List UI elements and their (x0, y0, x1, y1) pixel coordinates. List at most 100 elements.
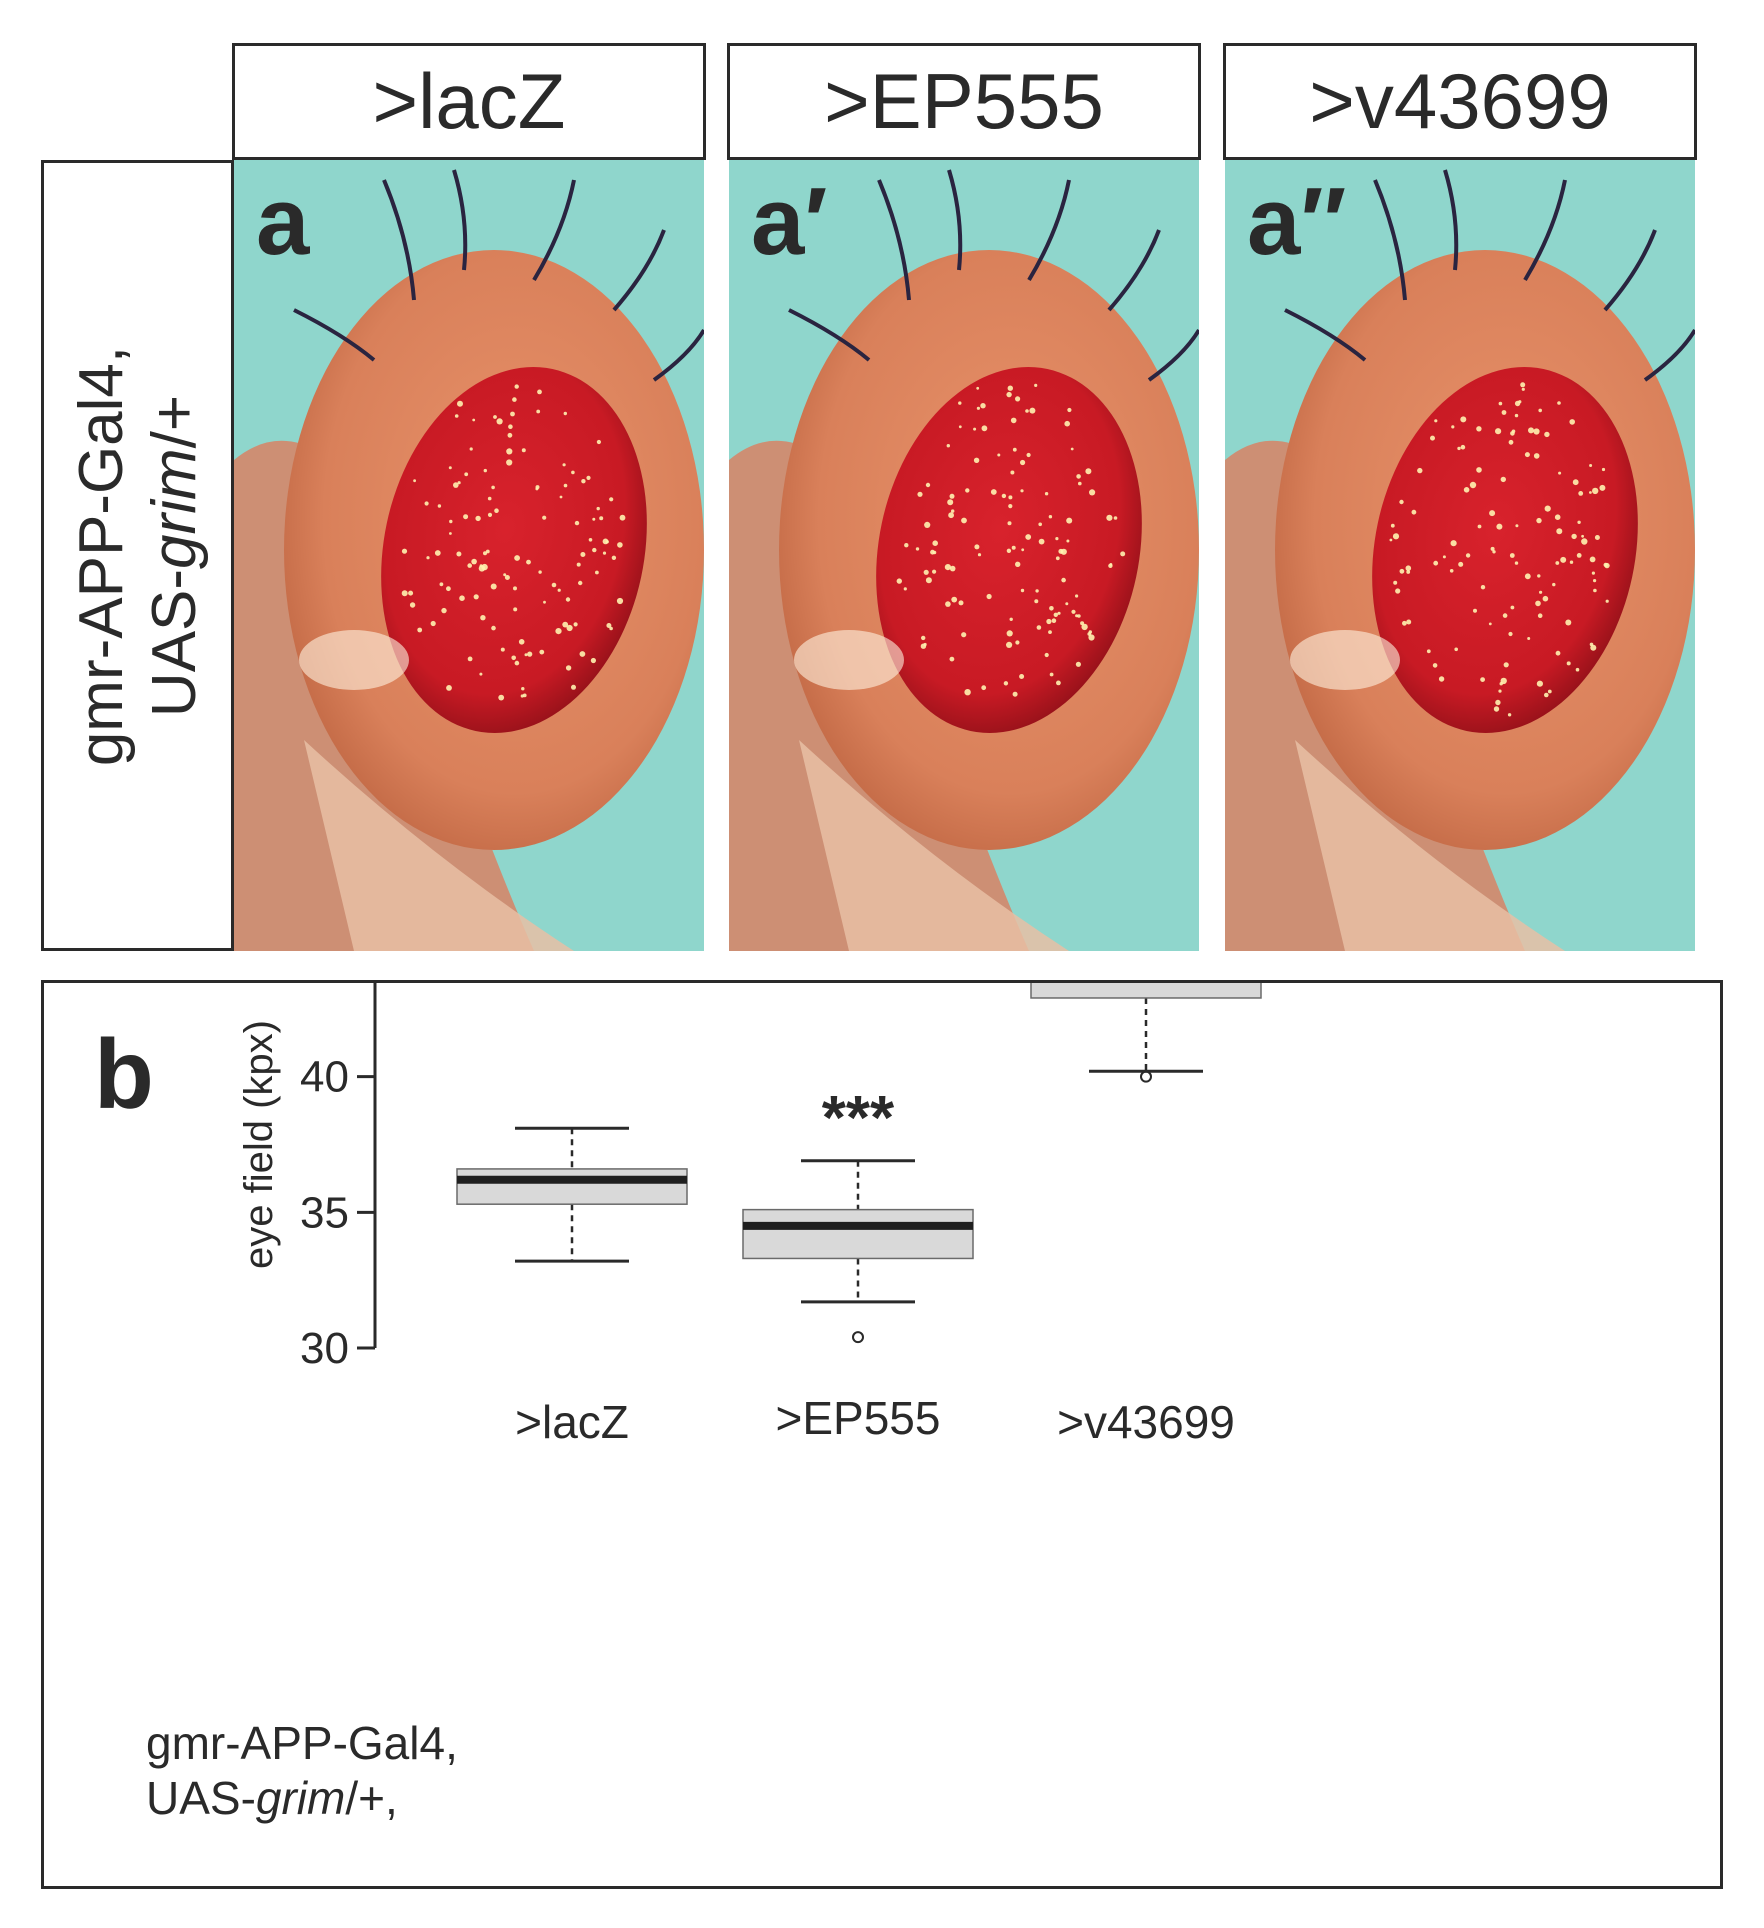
ommatidium-highlight (1536, 680, 1543, 687)
ommatidium-highlight (588, 538, 593, 542)
ommatidium-highlight (1589, 491, 1592, 494)
box-lacz: >lacZ (456, 1126, 688, 1448)
ommatidium-highlight (571, 684, 576, 690)
eye-photo-lacz: a (234, 160, 704, 951)
ommatidium-highlight (469, 447, 473, 451)
x-category-label: >lacZ (515, 1396, 629, 1448)
ommatidium-highlight (1020, 489, 1024, 493)
ommatidium-highlight (964, 689, 971, 696)
ommatidium-highlight (1476, 467, 1482, 473)
y-tick-label: 35 (300, 1188, 349, 1237)
ommatidium-highlight (580, 552, 586, 557)
ommatidium-highlight (1555, 561, 1560, 565)
ommatidium-highlight (1035, 589, 1039, 593)
ommatidium-highlight (535, 485, 540, 490)
ommatidium-highlight (493, 415, 497, 419)
ommatidium-highlight (980, 403, 986, 409)
ommatidium-highlight (1492, 550, 1496, 554)
ommatidium-highlight (1006, 630, 1013, 637)
ommatidium-highlight (522, 693, 527, 698)
ommatidium-highlight (1510, 605, 1515, 610)
ommatidium-highlight (1008, 504, 1013, 509)
outlier-point (852, 1331, 864, 1344)
ommatidium-highlight (1011, 545, 1016, 550)
ommatidium-highlight (1025, 534, 1032, 540)
ommatidium-highlight (946, 444, 950, 448)
ommatidium-highlight (1569, 419, 1575, 425)
ommatidium-highlight (457, 481, 461, 485)
ommatidium-highlight (1406, 619, 1412, 625)
ommatidium-highlight (596, 506, 600, 511)
ommatidium-highlight (1605, 599, 1609, 603)
ommatidium-highlight (1442, 555, 1446, 559)
ommatidium-highlight (441, 607, 447, 614)
ommatidium-highlight (1038, 522, 1042, 527)
panel-letter-a: a (256, 168, 310, 275)
ommatidium-highlight (592, 547, 597, 553)
ommatidium-highlight (526, 559, 531, 565)
ommatidium-highlight (1389, 538, 1393, 542)
ommatidium-highlight (1535, 600, 1541, 607)
ommatidium-highlight (1576, 553, 1582, 558)
body-highlight (1295, 740, 1565, 951)
fly-head-image (234, 160, 704, 951)
ommatidium-highlight (437, 504, 442, 508)
ommatidium-highlight (944, 564, 951, 571)
ommatidium-highlight (1460, 416, 1467, 423)
ommatidium-highlight (1026, 452, 1031, 458)
ommatidium-highlight (1503, 662, 1509, 668)
ommatidium-highlight (581, 479, 586, 484)
ommatidium-highlight (1554, 514, 1561, 520)
ommatidium-highlight (559, 495, 563, 499)
ommatidium-highlight (1077, 614, 1081, 618)
ommatidium-highlight (1075, 661, 1081, 667)
ommatidium-highlight (1500, 677, 1507, 685)
ommatidium-highlight (1544, 431, 1550, 438)
ommatidium-highlight (457, 400, 463, 407)
bristle (612, 229, 666, 312)
ommatidium-highlight (487, 496, 492, 501)
ommatidium-highlight (947, 499, 954, 506)
ommatidium-highlight (483, 468, 487, 473)
bristle (1027, 179, 1071, 282)
ommatidium-highlight (973, 427, 977, 431)
ommatidium-highlight (951, 509, 955, 513)
ommatidium-highlight (896, 578, 902, 584)
ommatidium-highlight (417, 627, 423, 633)
ommatidium-highlight (611, 555, 617, 560)
ommatidium-highlight (480, 615, 486, 621)
ommatidium-highlight (1049, 606, 1054, 611)
box-ep555: *** >EP555 (742, 1084, 974, 1444)
bristle (1284, 308, 1367, 362)
ommatidium-highlight (401, 590, 408, 597)
ommatidium-highlight (974, 544, 980, 550)
ommatidium-highlight (930, 549, 935, 555)
ommatidium-highlight (1029, 407, 1036, 414)
ommatidium-highlight (973, 457, 980, 463)
ommatidium-highlight (498, 694, 505, 701)
ommatidium-highlight (1020, 588, 1025, 593)
ommatidium-highlight (1060, 548, 1067, 555)
ommatidium-highlight (1406, 570, 1411, 574)
panel-letter-a-prime: a′ (751, 168, 828, 275)
ommatidium-highlight (1075, 594, 1079, 598)
ommatidium-highlight (1405, 565, 1412, 571)
ommatidium-highlight (1088, 634, 1095, 641)
ommatidium-highlight (965, 488, 970, 493)
ommatidium-highlight (1601, 467, 1606, 472)
ommatidium-highlight (449, 519, 453, 524)
ommatidium-highlight (1496, 523, 1503, 530)
ommatidium-highlight (1594, 535, 1600, 540)
ommatidium-highlight (1433, 560, 1439, 566)
ommatidium-highlight (1589, 556, 1596, 563)
ommatidium-highlight (595, 570, 599, 575)
ommatidium-highlight (456, 551, 462, 557)
ommatidium-highlight (566, 624, 573, 632)
iqr-box (1030, 983, 1262, 999)
ommatidium-highlight (1109, 563, 1113, 566)
ommatidium-highlight (1537, 574, 1541, 578)
ommatidium-highlight (1434, 419, 1438, 423)
ommatidium-highlight (609, 497, 614, 502)
box-v43699: ***>v43699 (1030, 983, 1262, 1448)
ommatidium-highlight (1449, 569, 1454, 573)
